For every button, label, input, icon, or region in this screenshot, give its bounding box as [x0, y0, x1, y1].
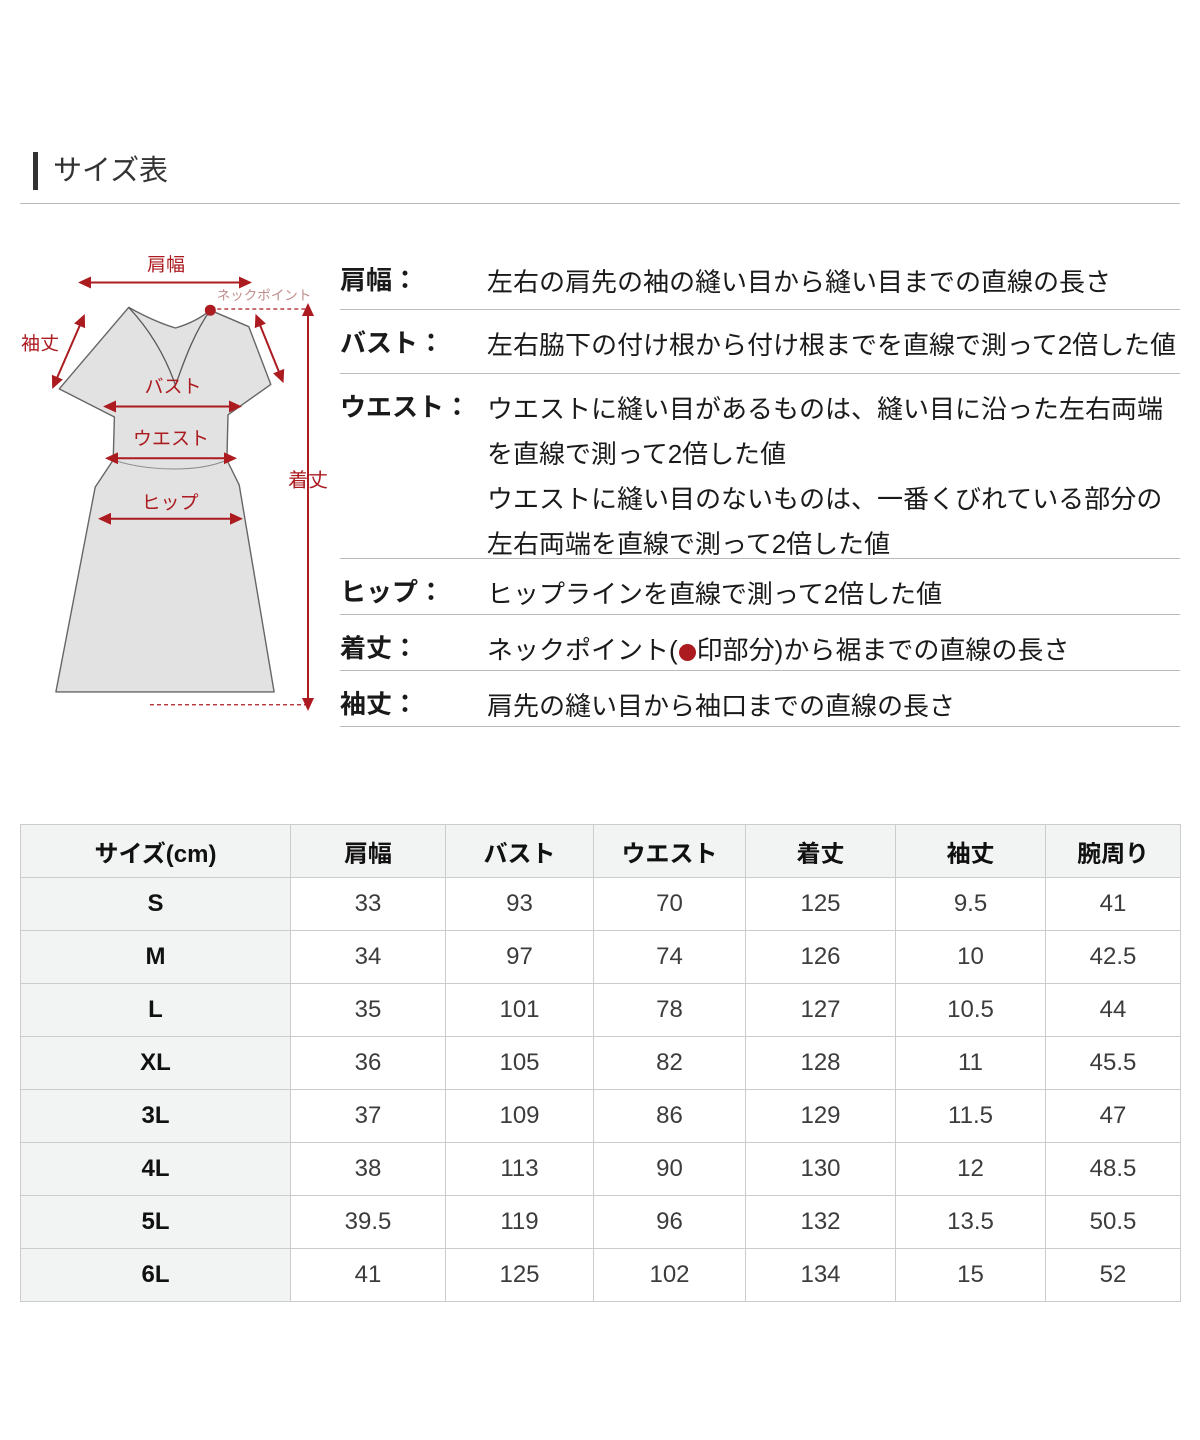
- svg-text:ウエスト: ウエスト: [133, 429, 209, 450]
- svg-text:ヒップ: ヒップ: [141, 493, 198, 514]
- svg-text:ネックポイント: ネックポイント: [217, 288, 312, 303]
- svg-text:袖丈: 袖丈: [21, 334, 59, 355]
- svg-text:肩幅: 肩幅: [147, 255, 185, 276]
- svg-text:バスト: バスト: [144, 377, 201, 398]
- svg-text:着丈: 着丈: [288, 470, 328, 492]
